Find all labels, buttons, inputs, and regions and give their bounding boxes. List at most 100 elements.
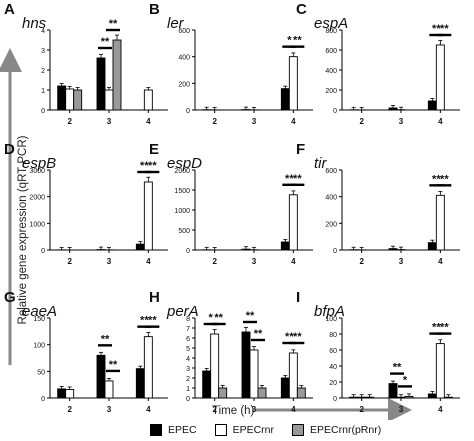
x-tick-label: 3: [107, 117, 112, 126]
y-tick-label: 150: [33, 316, 45, 323]
y-tick-label: 200: [325, 221, 337, 228]
significance-label: **: [140, 160, 149, 172]
significance-label: **: [109, 18, 118, 30]
significance-label: *: [403, 374, 408, 386]
legend-swatch-epecrnr-prnr: [292, 424, 305, 436]
x-tick-label: 2: [359, 405, 364, 414]
y-tick-label: 600: [325, 48, 337, 55]
y-tick-label: 2000: [29, 195, 45, 202]
bar-epecrnr-prnr-: [443, 396, 453, 399]
bar-epecrnr-prnr-: [365, 396, 375, 399]
panel-title: eaeA: [22, 303, 57, 320]
y-tick-label: 400: [178, 55, 190, 62]
bar-epec: [349, 396, 359, 399]
significance-label: **: [440, 173, 449, 185]
significance-label: **: [293, 173, 302, 185]
panel-letter: I: [296, 289, 300, 306]
bar-epec: [202, 370, 212, 399]
y-tick-label: 4: [186, 356, 190, 363]
x-tick-label: 2: [67, 117, 72, 126]
bar-epec: [96, 354, 106, 399]
x-tick-label: 2: [67, 257, 72, 266]
y-tick-label: 1500: [174, 188, 190, 195]
legend-swatch-epec: [150, 424, 162, 436]
x-tick-label: 3: [107, 257, 112, 266]
significance-label: **: [293, 331, 302, 343]
panel-title: espB: [22, 155, 56, 172]
x-tick-label: 4: [291, 405, 296, 414]
bar-epecrnr-prnr-: [112, 39, 122, 111]
x-tick-label: 4: [438, 257, 443, 266]
legend-label-epec: EPEC: [168, 424, 197, 436]
panel-letter: G: [4, 289, 16, 306]
significance-label: **: [246, 310, 255, 322]
bar-epec: [57, 85, 67, 111]
panel-title: perA: [166, 303, 199, 320]
bar-epecrnr: [435, 194, 445, 251]
legend-item-epec: EPEC: [150, 424, 197, 436]
bar-epec: [96, 57, 106, 111]
y-tick-label: 200: [178, 81, 190, 88]
x-tick-label: 2: [359, 117, 364, 126]
x-tick-label: 4: [438, 117, 443, 126]
y-tick-label: 50: [37, 369, 45, 376]
y-tick-label: 500: [178, 228, 190, 235]
y-tick-label: 80: [329, 332, 337, 339]
bar-epec: [427, 242, 437, 251]
significance-label: **: [101, 36, 110, 48]
bar-epec: [57, 388, 67, 399]
bar-epec: [280, 88, 290, 111]
bar-epecrnr-prnr-: [218, 387, 228, 399]
significance-label: **: [254, 328, 263, 340]
significance-label: **: [285, 173, 294, 185]
y-tick-label: 4: [41, 28, 45, 35]
x-tick-label: 3: [252, 117, 257, 126]
legend-swatch-epecrnr: [214, 424, 227, 436]
y-tick-label: 400: [325, 195, 337, 202]
bar-epecrnr: [288, 194, 298, 251]
bar-epecrnr: [143, 181, 153, 251]
y-tick-label: 100: [325, 316, 337, 323]
x-tick-label: 4: [146, 405, 151, 414]
bar-epec: [280, 377, 290, 399]
x-tick-label: 2: [67, 405, 72, 414]
y-tick-label: 3: [41, 48, 45, 55]
panel-letter: C: [296, 1, 307, 18]
y-tick-label: 200: [325, 88, 337, 95]
bar-epecrnr: [65, 389, 75, 399]
x-tick-label: 3: [399, 117, 404, 126]
y-tick-label: 40: [329, 364, 337, 371]
legend-label-epecrnr: EPECrnr: [232, 424, 275, 436]
y-tick-label: 400: [325, 68, 337, 75]
bar-epecrnr: [288, 352, 298, 399]
bar-epec: [388, 248, 398, 251]
significance-label: *: [287, 35, 292, 47]
bar-epec: [427, 393, 437, 399]
y-tick-label: 1: [41, 88, 45, 95]
x-tick-label: 3: [107, 405, 112, 414]
x-tick-label: 2: [212, 405, 217, 414]
bar-epecrnr: [65, 88, 75, 111]
panel-title: hns: [22, 15, 47, 32]
x-tick-label: 3: [252, 257, 257, 266]
significance-label: **: [432, 173, 441, 185]
significance-label: **: [148, 160, 157, 172]
y-tick-label: 20: [329, 380, 337, 387]
bar-epec: [388, 383, 398, 399]
significance-label: **: [109, 359, 118, 371]
bar-epecrnr-prnr-: [257, 387, 267, 399]
x-tick-label: 2: [212, 257, 217, 266]
y-tick-label: 0: [186, 396, 190, 403]
x-axis-label: Time (h): [212, 405, 255, 417]
x-tick-label: 2: [212, 117, 217, 126]
panel-letter: H: [149, 289, 160, 306]
y-tick-label: 0: [41, 108, 45, 115]
bar-epecrnr: [143, 336, 153, 399]
panel-title: bfpA: [314, 303, 345, 320]
